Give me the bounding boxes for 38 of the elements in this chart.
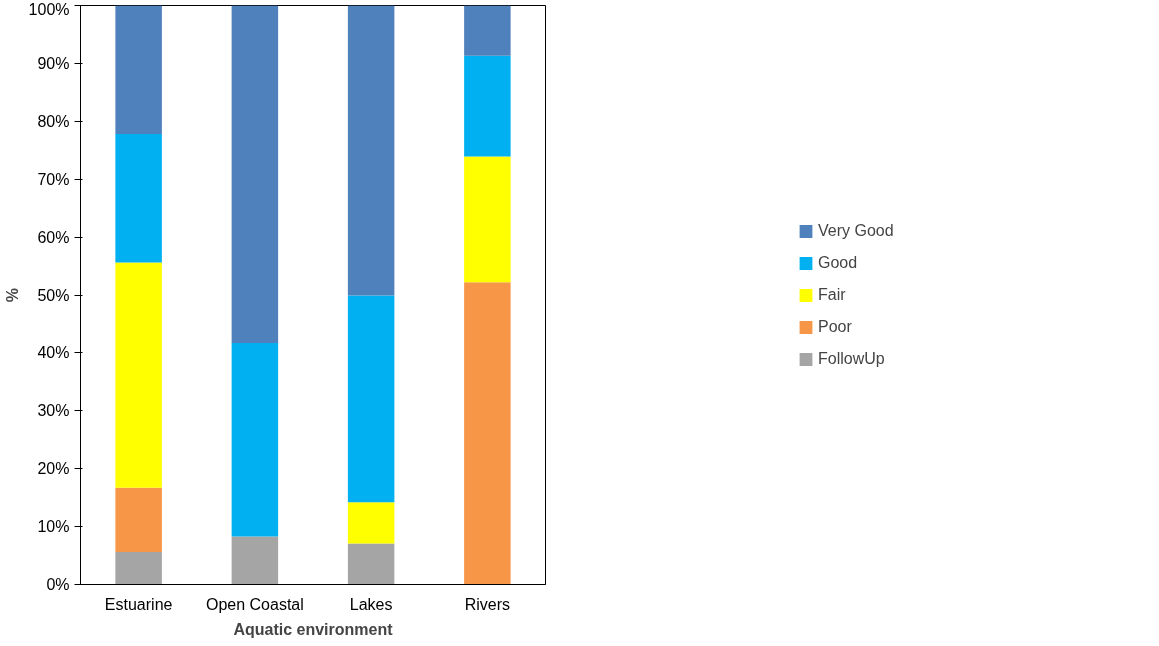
bar xyxy=(115,5,162,135)
legend-label: Good xyxy=(818,253,859,272)
y-tick-label: 90% xyxy=(37,54,70,72)
bar xyxy=(464,156,511,283)
legend-label: Poor xyxy=(818,317,853,336)
bar xyxy=(231,5,279,344)
y-axis-title: % xyxy=(3,287,21,303)
x-tick-label: Lakes xyxy=(349,595,393,613)
legend-label: Very Good xyxy=(818,221,895,240)
legend-label: Fair xyxy=(818,285,847,304)
x-tick-label: Open Coastal xyxy=(205,595,304,613)
bar xyxy=(464,282,511,585)
y-tick-label: 100% xyxy=(28,0,70,18)
y-tick-label: 40% xyxy=(37,344,70,362)
y-tick-label: 10% xyxy=(37,518,70,536)
bar xyxy=(231,536,279,585)
bar xyxy=(115,134,162,263)
y-tick-label: 80% xyxy=(37,112,70,130)
y-tick-label: 70% xyxy=(37,170,70,188)
bar xyxy=(231,343,279,537)
bar xyxy=(347,295,395,503)
y-tick-label: 0% xyxy=(46,576,70,593)
y-tick-label: 50% xyxy=(37,286,70,304)
bar xyxy=(115,262,162,488)
bar xyxy=(347,543,395,585)
bar xyxy=(464,5,511,56)
x-tick-label: Estuarine xyxy=(104,595,173,613)
y-tick-label: 60% xyxy=(37,228,70,246)
legend-label: FollowUp xyxy=(818,349,886,368)
bar xyxy=(115,487,162,553)
x-tick-label: Rivers xyxy=(464,595,511,613)
bar xyxy=(115,552,162,585)
bar xyxy=(464,55,511,157)
x-axis-title: Aquatic environment xyxy=(233,620,394,638)
bar xyxy=(347,502,395,544)
bar xyxy=(347,5,395,296)
y-tick-label: 20% xyxy=(37,460,70,478)
y-tick-label: 30% xyxy=(37,402,70,420)
